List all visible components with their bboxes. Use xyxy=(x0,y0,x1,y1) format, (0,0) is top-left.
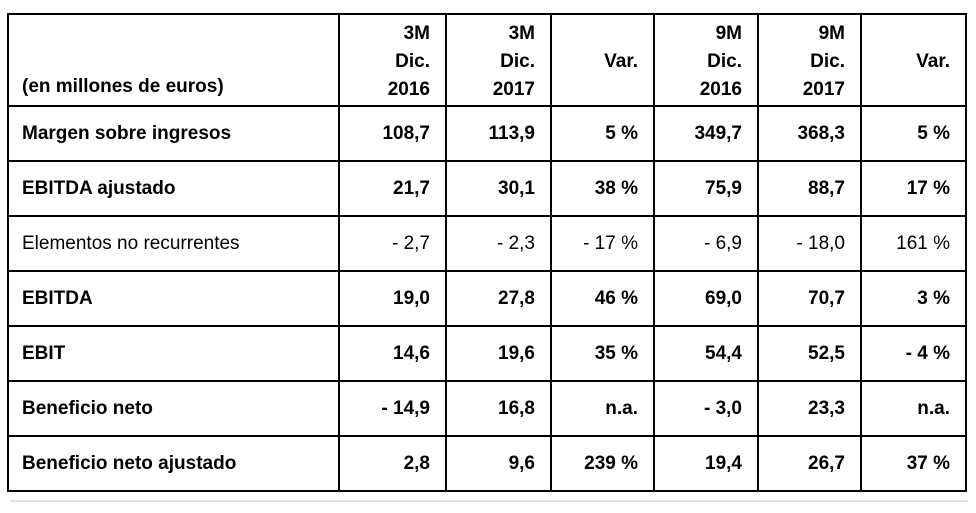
cell-value: - 2,3 xyxy=(445,215,552,272)
unit-label: (en millones de euros) xyxy=(22,76,224,97)
row-label: Elementos no recurrentes xyxy=(7,215,340,272)
cell-value: 46 % xyxy=(550,270,655,327)
cell-value: 3 % xyxy=(860,270,967,327)
row-label: Beneficio neto xyxy=(7,380,340,437)
table-row-margen-sobre-ingresos: Margen sobre ingresos 108,7 113,9 5 % 34… xyxy=(7,105,967,162)
cell-value: - 3,0 xyxy=(653,380,759,437)
cell-value: 239 % xyxy=(550,435,655,492)
table-bottom-shadow xyxy=(10,500,968,502)
col-header-line: Var. xyxy=(604,51,638,72)
cell-value: 19,0 xyxy=(338,270,447,327)
cell-value: 30,1 xyxy=(445,160,552,217)
col-header-line: Var. xyxy=(916,51,950,72)
col-header-line: Dic. xyxy=(395,51,430,72)
cell-value: 19,6 xyxy=(445,325,552,382)
cell-value: 161 % xyxy=(860,215,967,272)
col-header-line: 2017 xyxy=(492,79,535,100)
cell-value: - 14,9 xyxy=(338,380,447,437)
cell-value: 5 % xyxy=(550,105,655,162)
cell-value: 54,4 xyxy=(653,325,759,382)
col-header-line xyxy=(863,76,950,104)
col-header-line: Dic. xyxy=(810,51,845,72)
cell-value: - 2,7 xyxy=(338,215,447,272)
table-row-ebit: EBIT 14,6 19,6 35 % 54,4 52,5 - 4 % xyxy=(7,325,967,382)
row-label: Margen sobre ingresos xyxy=(7,105,340,162)
col-header-line: 9M xyxy=(715,23,742,44)
col-header-line xyxy=(553,76,638,104)
header-row: (en millones de euros) 3M Dic. 2016 3M D… xyxy=(7,13,967,107)
cell-value: 35 % xyxy=(550,325,655,382)
col-header-line xyxy=(863,20,950,48)
col-header-line: Dic. xyxy=(707,51,742,72)
table-row-beneficio-neto-ajustado: Beneficio neto ajustado 2,8 9,6 239 % 19… xyxy=(7,435,967,492)
cell-value: 23,3 xyxy=(757,380,862,437)
col-header-line: 9M xyxy=(818,23,845,44)
col-header-9m-dic-2016: 9M Dic. 2016 xyxy=(653,13,759,107)
table-row-ebitda: EBITDA 19,0 27,8 46 % 69,0 70,7 3 % xyxy=(7,270,967,327)
cell-value: 70,7 xyxy=(757,270,862,327)
col-header-line: 2016 xyxy=(387,79,430,100)
col-header-line xyxy=(553,20,638,48)
col-header-3m-dic-2016: 3M Dic. 2016 xyxy=(338,13,447,107)
cell-value: - 4 % xyxy=(860,325,967,382)
col-header-var-9m: Var. xyxy=(860,13,967,107)
cell-value: 27,8 xyxy=(445,270,552,327)
cell-value: 108,7 xyxy=(338,105,447,162)
cell-value: - 18,0 xyxy=(757,215,862,272)
row-label: Beneficio neto ajustado xyxy=(7,435,340,492)
cell-value: 113,9 xyxy=(445,105,552,162)
cell-value: 75,9 xyxy=(653,160,759,217)
col-header-line: 2016 xyxy=(699,79,742,100)
cell-value: 88,7 xyxy=(757,160,862,217)
table-row-ebitda-ajustado: EBITDA ajustado 21,7 30,1 38 % 75,9 88,7… xyxy=(7,160,967,217)
cell-value: 16,8 xyxy=(445,380,552,437)
cell-value: 2,8 xyxy=(338,435,447,492)
cell-value: 37 % xyxy=(860,435,967,492)
row-label: EBITDA xyxy=(7,270,340,327)
cell-value: 17 % xyxy=(860,160,967,217)
cell-value: 21,7 xyxy=(338,160,447,217)
cell-value: 5 % xyxy=(860,105,967,162)
col-header-line: 3M xyxy=(508,23,535,44)
row-label: EBIT xyxy=(7,325,340,382)
col-header-line: 2017 xyxy=(802,79,845,100)
cell-value: 368,3 xyxy=(757,105,862,162)
col-header-line: 3M xyxy=(403,23,430,44)
cell-value: 9,6 xyxy=(445,435,552,492)
cell-value: - 6,9 xyxy=(653,215,759,272)
table-row-beneficio-neto: Beneficio neto - 14,9 16,8 n.a. - 3,0 23… xyxy=(7,380,967,437)
cell-value: n.a. xyxy=(550,380,655,437)
col-header-line: Dic. xyxy=(500,51,535,72)
unit-label-cell: (en millones de euros) xyxy=(7,13,340,107)
col-header-9m-dic-2017: 9M Dic. 2017 xyxy=(757,13,862,107)
financial-results-table: (en millones de euros) 3M Dic. 2016 3M D… xyxy=(7,13,967,492)
cell-value: - 17 % xyxy=(550,215,655,272)
cell-value: n.a. xyxy=(860,380,967,437)
cell-value: 26,7 xyxy=(757,435,862,492)
col-header-3m-dic-2017: 3M Dic. 2017 xyxy=(445,13,552,107)
cell-value: 19,4 xyxy=(653,435,759,492)
table-row-elementos-no-recurrentes: Elementos no recurrentes - 2,7 - 2,3 - 1… xyxy=(7,215,967,272)
cell-value: 14,6 xyxy=(338,325,447,382)
cell-value: 69,0 xyxy=(653,270,759,327)
row-label: EBITDA ajustado xyxy=(7,160,340,217)
cell-value: 52,5 xyxy=(757,325,862,382)
cell-value: 38 % xyxy=(550,160,655,217)
col-header-var-3m: Var. xyxy=(550,13,655,107)
cell-value: 349,7 xyxy=(653,105,759,162)
